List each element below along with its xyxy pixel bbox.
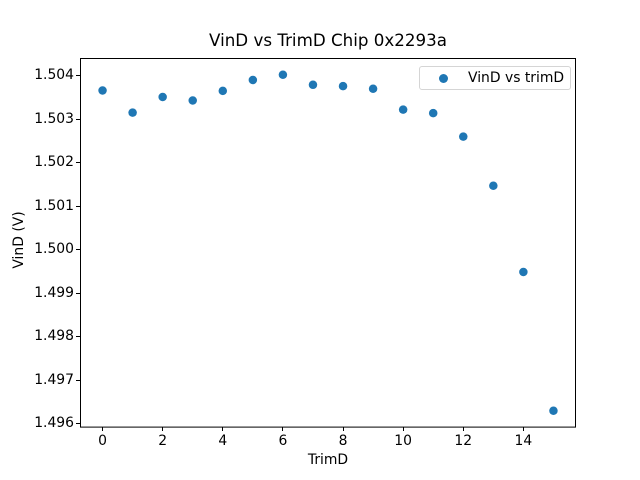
y-tick-label: 1.503 bbox=[34, 110, 74, 127]
scatter-point bbox=[128, 108, 137, 117]
legend: VinD vs trimD bbox=[419, 65, 571, 90]
x-tick bbox=[402, 427, 404, 432]
x-tick bbox=[282, 427, 284, 432]
y-tick-label: 1.502 bbox=[34, 154, 74, 171]
x-tick bbox=[342, 427, 344, 432]
x-tick bbox=[162, 427, 164, 432]
y-tick bbox=[76, 336, 80, 338]
x-tick bbox=[522, 427, 524, 432]
y-tick bbox=[76, 118, 80, 120]
y-tick-label: 1.500 bbox=[34, 241, 74, 258]
y-tick-label: 1.497 bbox=[34, 371, 74, 388]
y-tick bbox=[76, 249, 80, 251]
y-tick-label: 1.496 bbox=[34, 415, 74, 432]
x-tick-label: 8 bbox=[338, 432, 348, 449]
x-tick-label: 14 bbox=[514, 432, 533, 449]
scatter-point bbox=[248, 75, 258, 84]
y-tick bbox=[76, 423, 80, 425]
x-tick bbox=[462, 427, 464, 432]
y-tick-label: 1.504 bbox=[34, 67, 74, 84]
y-tick bbox=[76, 292, 80, 294]
x-tick-label: 12 bbox=[454, 432, 473, 449]
y-tick bbox=[76, 162, 80, 164]
x-tick-label: 4 bbox=[218, 432, 228, 449]
axes-border bbox=[80, 57, 576, 428]
x-tick-label: 10 bbox=[394, 432, 412, 449]
plot-area: VinD vs trimD bbox=[80, 57, 576, 428]
legend-label: VinD vs trimD bbox=[468, 69, 565, 86]
legend-marker-icon bbox=[439, 73, 448, 83]
scatter-point bbox=[398, 104, 408, 114]
scatter-point bbox=[519, 267, 528, 276]
scatter-point bbox=[428, 108, 438, 117]
scatter-point bbox=[188, 95, 197, 105]
scatter-point bbox=[368, 84, 378, 93]
y-tick-label: 1.501 bbox=[34, 197, 74, 214]
x-axis-label: TrimD bbox=[307, 452, 349, 468]
scatter-point bbox=[278, 70, 288, 79]
scatter-point bbox=[338, 81, 348, 90]
y-tick bbox=[76, 379, 80, 381]
x-tick bbox=[222, 427, 224, 432]
x-tick-label: 6 bbox=[278, 432, 288, 449]
scatter-point bbox=[549, 406, 558, 415]
x-tick-label: 0 bbox=[98, 432, 107, 449]
scatter-point bbox=[308, 80, 318, 89]
scatter-point bbox=[218, 86, 228, 95]
y-tick bbox=[76, 75, 80, 77]
scatter-point bbox=[459, 131, 468, 141]
y-tick-label: 1.498 bbox=[34, 328, 74, 345]
scatter-point bbox=[158, 92, 167, 101]
y-tick bbox=[76, 205, 80, 207]
y-tick-label: 1.499 bbox=[34, 284, 74, 301]
scatter-point bbox=[98, 85, 107, 95]
y-axis-label: VinD (V) bbox=[11, 211, 27, 269]
x-tick bbox=[102, 427, 104, 432]
chart-title: VinD vs TrimD Chip 0x2293a bbox=[209, 30, 447, 50]
scatter-canvas bbox=[80, 57, 576, 428]
x-tick-label: 2 bbox=[158, 432, 168, 449]
scatter-point bbox=[489, 181, 498, 190]
